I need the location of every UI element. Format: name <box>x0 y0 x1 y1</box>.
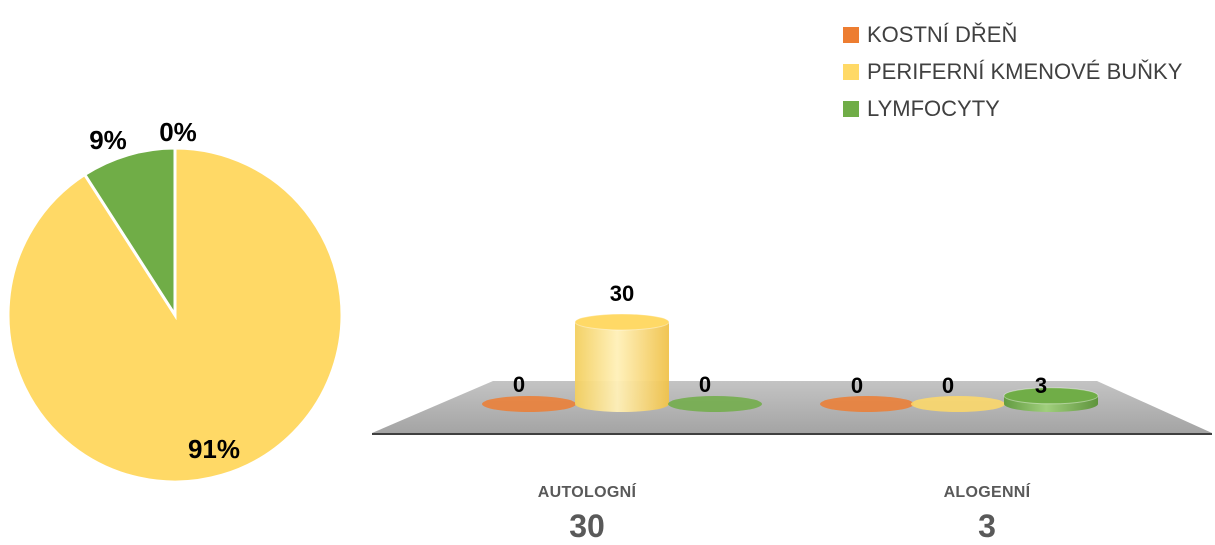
bar-cylinder-flat <box>820 396 914 412</box>
category-autologni: AUTOLOGNÍ 30 <box>487 484 687 545</box>
pie-data-label: 0% <box>159 117 197 147</box>
pie-slice <box>82 146 177 321</box>
bar-data-label: 0 <box>513 372 525 397</box>
category-label: ALOGENNÍ <box>943 484 1031 501</box>
bar-cylinder-top <box>574 313 670 331</box>
bar-chart: 0 0 30 0 0 3 <box>482 281 1099 412</box>
category-alogenni: ALOGENNÍ 3 <box>887 484 1087 545</box>
legend-item-kostni-dren: KOSTNÍ DŘEŇ <box>843 16 1182 53</box>
legend-label: PERIFERNÍ KMENOVÉ BUŇKY <box>867 58 1183 84</box>
bar-data-label: 0 <box>699 372 711 397</box>
pie-chart: 0% 91% 9% <box>6 117 344 484</box>
pie-data-label: 9% <box>89 125 127 155</box>
pie-data-label: 91% <box>188 434 240 464</box>
bar-data-label: 30 <box>610 281 634 306</box>
bar-cylinder-flat <box>911 396 1005 412</box>
category-total: 30 <box>569 508 605 544</box>
legend-item-lymfocyty: LYMFOCYTY <box>843 90 1182 127</box>
legend-swatch-kostni-dren <box>843 26 859 43</box>
legend-label: KOSTNÍ DŘEŇ <box>867 21 1018 47</box>
bar-cylinder-body <box>575 322 669 412</box>
legend-label: LYMFOCYTY <box>867 95 1000 121</box>
bar-cylinder-top <box>1003 387 1099 405</box>
bar-data-label: 0 <box>851 373 863 398</box>
legend-swatch-periferni-kmenove-bunky <box>843 63 859 80</box>
legend: KOSTNÍ DŘEŇ PERIFERNÍ KMENOVÉ BUŇKY LYMF… <box>843 16 1182 127</box>
bar-cylinder-flat <box>668 396 762 412</box>
bar-cylinder-flat <box>482 396 576 412</box>
category-total: 3 <box>978 508 996 544</box>
bar-data-label: 3 <box>1035 373 1047 398</box>
legend-swatch-lymfocyty <box>843 100 859 117</box>
legend-item-periferni-kmenove-bunky: PERIFERNÍ KMENOVÉ BUŇKY <box>843 53 1182 90</box>
category-label: AUTOLOGNÍ <box>537 484 637 501</box>
bar-data-label: 0 <box>942 373 954 398</box>
